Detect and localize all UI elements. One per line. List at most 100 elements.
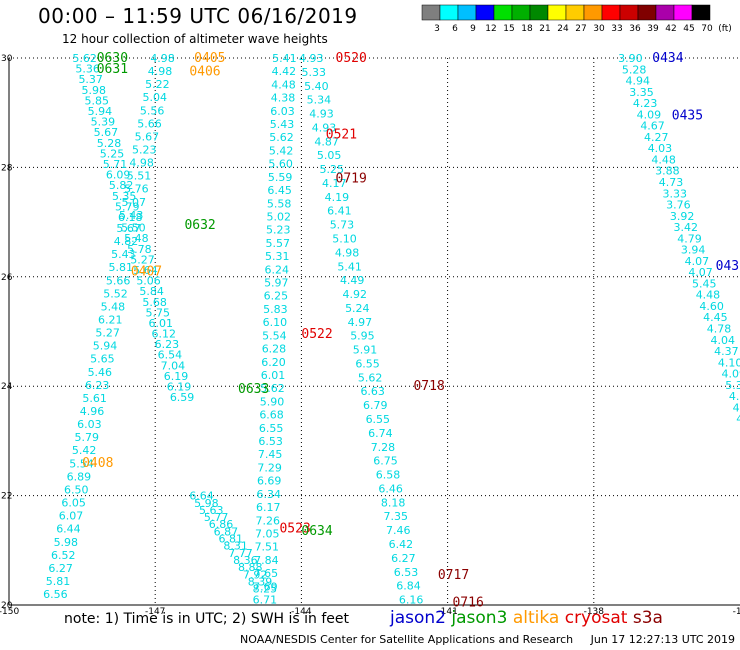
credit-text: NOAA/NESDIS Center for Satellite Applica… xyxy=(240,633,574,646)
swh-value: 4.19 xyxy=(325,191,350,204)
swh-value: 6.21 xyxy=(98,313,123,326)
swh-value: 5.54 xyxy=(262,329,287,342)
swh-value: 4.23 xyxy=(633,97,658,110)
swh-value: 6.42 xyxy=(389,538,414,551)
swh-value: 7.46 xyxy=(386,524,411,537)
swh-value: 5.22 xyxy=(145,78,170,91)
pass-label: 0719 xyxy=(336,171,367,186)
swh-value: 5.61 xyxy=(82,392,107,405)
swh-value: 6.41 xyxy=(327,205,352,218)
colorbar-label: 9 xyxy=(470,24,476,34)
y-tick-label: 20 xyxy=(1,601,13,611)
timestamp: Jun 17 12:27:13 UTC 2019 xyxy=(590,633,735,646)
swh-value: 6.19 xyxy=(164,370,189,383)
swh-value: 6.79 xyxy=(363,399,388,412)
swh-value: 8.39 xyxy=(248,575,273,588)
swh-value: 4.92 xyxy=(343,288,368,301)
swh-value: 5.82 xyxy=(109,179,134,192)
swh-value: 5.67 xyxy=(135,130,160,143)
swh-value: 5.73 xyxy=(330,219,355,232)
x-tick-label: -141 xyxy=(437,607,457,617)
swh-value: 6.27 xyxy=(48,562,72,575)
colorbar-label: 24 xyxy=(557,24,569,34)
swh-value: 5.04 xyxy=(142,91,167,104)
swh-value: 5.40 xyxy=(304,80,329,93)
swh-value: 6.34 xyxy=(256,488,281,501)
swh-value: 5.78 xyxy=(127,243,152,256)
swh-value: 6.01 xyxy=(148,317,173,330)
swh-value: 5.28 xyxy=(97,137,122,150)
swh-value: 5.25 xyxy=(100,147,125,160)
swh-value: 5.98 xyxy=(54,536,78,549)
swh-value: 5.27 xyxy=(130,253,155,266)
legend-cryosat: cryosat xyxy=(564,608,628,628)
swh-value: 5.66 xyxy=(106,274,131,287)
swh-value: 5.97 xyxy=(264,277,289,290)
credit-line: NOAA/NESDIS Center for Satellite Applica… xyxy=(240,633,735,646)
swh-value: 5.24 xyxy=(345,302,370,315)
pass-label: 0406 xyxy=(189,65,220,80)
colorbar-label: 70 xyxy=(701,24,713,34)
swh-value: 4.79 xyxy=(677,232,702,245)
swh-value: 5.33 xyxy=(302,66,327,79)
colorbar-label: 33 xyxy=(611,24,622,34)
swh-value: 5.62 xyxy=(358,371,383,384)
swh-value: 6.56 xyxy=(43,588,68,601)
swh-value: 7.92 xyxy=(243,568,267,581)
swh-value: 5.31 xyxy=(265,250,290,263)
swh-value: 5.25 xyxy=(319,163,344,176)
swh-value: 7.26 xyxy=(256,514,281,527)
swh-value: 4.37 xyxy=(714,345,739,358)
swh-value: 5.85 xyxy=(85,94,110,107)
swh-value: 4.64 xyxy=(729,390,740,403)
swh-value: 6.69 xyxy=(257,475,282,488)
swh-value: 6.75 xyxy=(373,455,398,468)
swh-value: 5.81 xyxy=(46,575,71,588)
satellite-legend: jason2 jason3 altika cryosat s3a xyxy=(390,608,663,628)
swh-value: 5.27 xyxy=(95,327,120,340)
swh-value: 5.48 xyxy=(101,300,126,313)
swh-value: 5.51 xyxy=(127,170,151,183)
swh-value: 6.19 xyxy=(167,381,192,394)
pass-label: 0634 xyxy=(301,524,332,539)
swh-value: 4.48 xyxy=(696,289,721,302)
swh-value: 4.94 xyxy=(733,401,740,414)
footer-note: note: 1) Time is in UTC; 2) SWH is in fe… xyxy=(64,611,350,627)
swh-value: 6.53 xyxy=(394,566,419,579)
swh-value: 5.02 xyxy=(266,210,291,223)
swh-value: 6.20 xyxy=(261,356,286,369)
x-tick-label: -138 xyxy=(584,607,605,617)
x-tick-label: -13 xyxy=(733,607,740,617)
swh-value: 6.52 xyxy=(51,549,75,562)
swh-value: 4.38 xyxy=(271,92,296,105)
swh-value: 6.07 xyxy=(59,510,83,523)
swh-value: 7.69 xyxy=(253,580,278,593)
pass-label: 0522 xyxy=(301,327,332,342)
swh-value: 4.6 xyxy=(736,413,740,426)
swh-value: 5.50 xyxy=(121,222,146,235)
swh-value: 5.07 xyxy=(122,196,146,209)
swh-value: 4.98 xyxy=(150,52,175,65)
x-tick-label: -147 xyxy=(145,607,165,617)
colorbar-label: 3 xyxy=(434,24,440,34)
swh-value: 4.60 xyxy=(699,300,724,313)
swh-value: 6.05 xyxy=(61,497,85,510)
swh-value: 4.07 xyxy=(688,266,713,279)
x-tick-label: -150 xyxy=(0,607,19,617)
swh-value: 4.93 xyxy=(299,52,324,65)
swh-value: 6.81 xyxy=(219,533,244,546)
swh-value: 5.35 xyxy=(112,190,136,203)
swh-value: 7.45 xyxy=(258,448,283,461)
pass-label: 0633 xyxy=(238,382,269,397)
swh-value: 7.29 xyxy=(257,461,282,474)
swh-value: 7.35 xyxy=(383,510,408,523)
swh-value: 5.46 xyxy=(88,366,113,379)
swh-value: 5.41 xyxy=(272,52,297,65)
swh-value: 4.48 xyxy=(651,153,676,166)
swh-value: 4.49 xyxy=(340,274,365,287)
swh-value: 4.82 xyxy=(114,235,139,248)
swh-value: 5.28 xyxy=(622,63,647,76)
swh-value: 7.04 xyxy=(161,359,186,372)
swh-value: 8.31 xyxy=(223,540,248,553)
